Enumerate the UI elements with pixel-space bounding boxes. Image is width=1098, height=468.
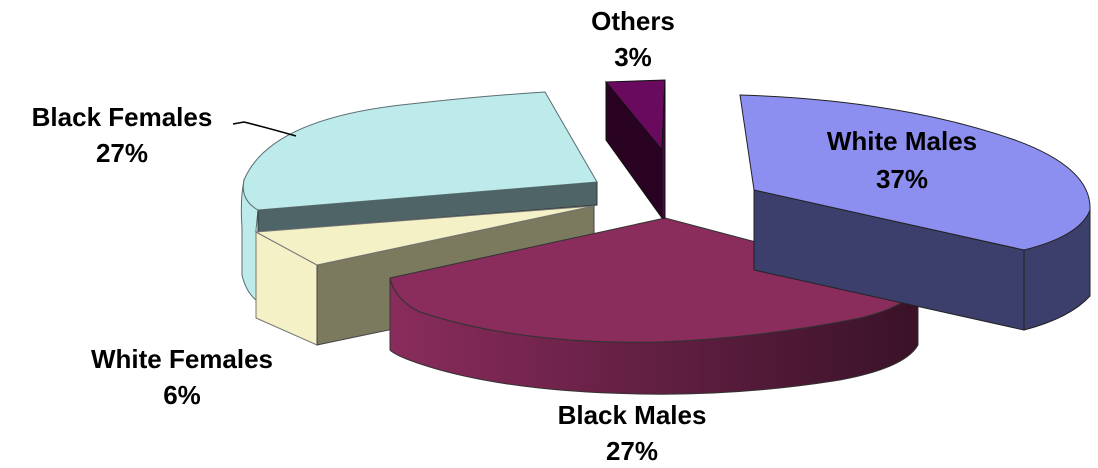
label-white-females-percent: 6%: [163, 380, 201, 410]
slice-black-females-top: [242, 91, 598, 211]
slice-black-males: [389, 217, 919, 395]
slice-white-females-top: [254, 205, 595, 266]
label-black-females-name: Black Females: [32, 102, 213, 132]
label-white-males-percent: 37%: [876, 164, 928, 194]
label-black-males-percent: 27%: [606, 436, 658, 466]
slice-white-males-top: [739, 94, 1091, 251]
label-white-females-name: White Females: [91, 344, 273, 374]
slice-others: [604, 79, 666, 220]
label-white-males-name: White Males: [827, 126, 977, 156]
slice-black-females: [240, 91, 598, 302]
leader-line-black-females: [232, 121, 297, 137]
label-black-males-name: Black Males: [558, 400, 707, 430]
slice-black-males-top: [389, 217, 919, 343]
label-black-females-percent: 27%: [96, 138, 148, 168]
label-others-name: Others: [591, 6, 675, 36]
label-others-percent: 3%: [614, 42, 652, 72]
slice-others-side: [661, 79, 666, 219]
slice-white-males: [739, 94, 1091, 331]
